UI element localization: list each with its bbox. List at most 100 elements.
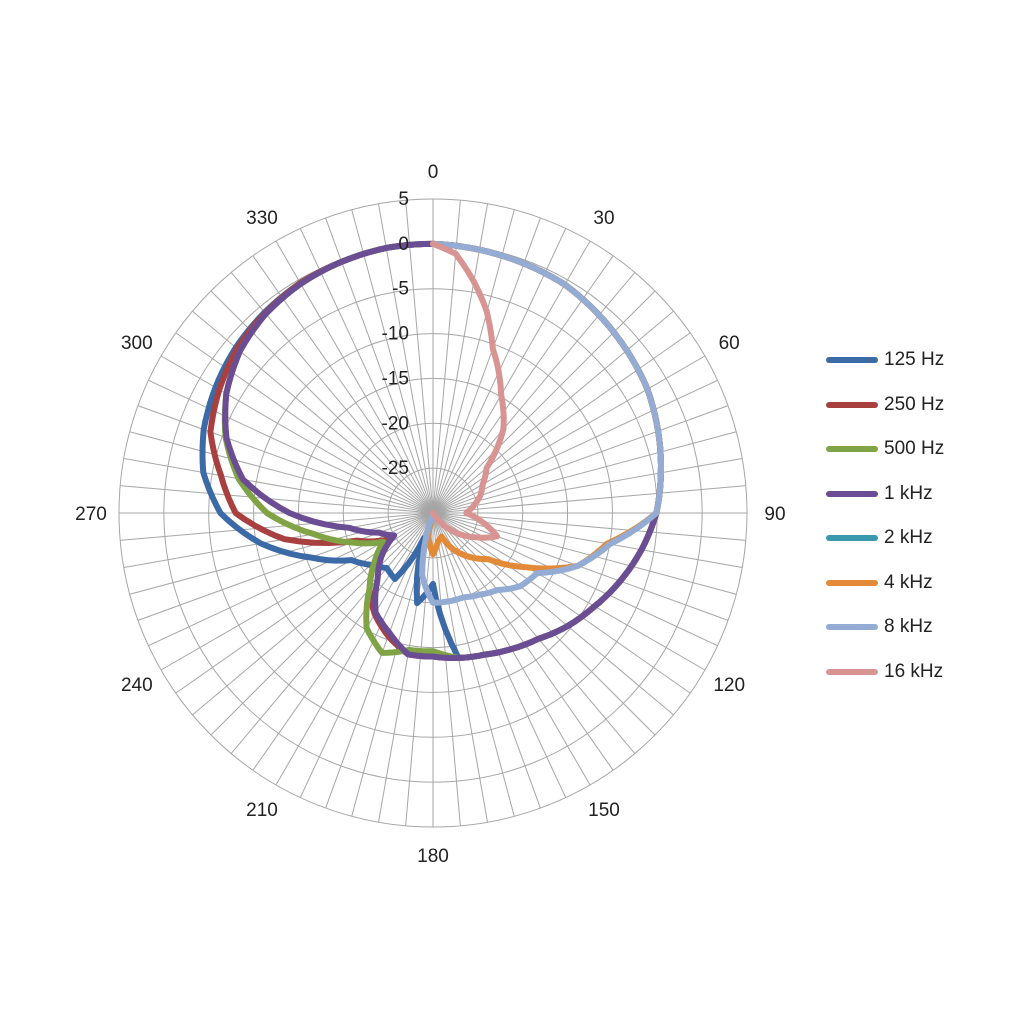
spoke-gridline <box>432 512 746 541</box>
angle-tick-label: 210 <box>246 800 278 821</box>
angle-tick-label: 180 <box>417 846 449 867</box>
spoke-gridline <box>120 485 434 514</box>
legend-label: 500 Hz <box>884 438 945 460</box>
spoke-gridline <box>432 217 541 514</box>
angle-tick-label: 300 <box>121 333 153 354</box>
legend-label: 8 kHz <box>884 616 933 638</box>
spoke-gridline <box>432 272 636 514</box>
spoke-gridline <box>230 512 434 754</box>
spoke-gridline <box>192 512 434 716</box>
spoke-gridline <box>432 512 656 736</box>
angle-tick-label: 120 <box>713 675 745 696</box>
radial-tick-label: -10 <box>382 324 409 345</box>
spoke-gridline <box>175 332 434 514</box>
series-lines <box>199 240 664 661</box>
spoke-gridline <box>325 512 434 809</box>
legend-swatch <box>826 490 878 497</box>
spoke-gridline <box>432 485 746 514</box>
spoke-gridline <box>432 512 718 647</box>
spoke-gridline <box>432 512 461 826</box>
legend-label: 2 kHz <box>884 527 933 549</box>
spoke-gridline <box>299 228 434 514</box>
axis-labels: 50-5-10-15-20-25030609012015018021024027… <box>75 162 785 867</box>
spoke-gridline <box>275 512 434 786</box>
spoke-gridline <box>432 290 656 514</box>
series-line-1-khz <box>222 240 664 661</box>
legend-swatch <box>826 357 878 364</box>
series-line-16-khz <box>430 240 507 541</box>
legend-item: 500 Hz <box>826 427 944 472</box>
spoke-gridline <box>160 355 434 514</box>
legend-swatch <box>826 535 878 542</box>
legend-label: 4 kHz <box>884 571 933 593</box>
spoke-gridline <box>252 512 434 771</box>
legend-label: 250 Hz <box>884 393 945 415</box>
radial-tick-label: -5 <box>392 279 409 300</box>
spoke-gridline <box>120 512 434 541</box>
spoke-gridline <box>210 512 434 736</box>
legend-item: 125 Hz <box>826 338 944 383</box>
polar-grid <box>118 198 748 828</box>
angle-tick-label: 330 <box>246 208 278 229</box>
series-line-4-khz <box>425 240 664 572</box>
spoke-gridline <box>432 332 691 514</box>
radial-tick-label: -15 <box>382 368 409 389</box>
legend-swatch <box>826 624 878 631</box>
legend-item: 8 kHz <box>826 605 944 650</box>
spoke-gridline <box>351 209 434 514</box>
spoke-gridline <box>432 512 737 595</box>
spoke-gridline <box>432 431 737 514</box>
spoke-gridline <box>432 209 515 514</box>
legend-item: 2 kHz <box>826 516 944 561</box>
series-line-8-khz <box>419 240 664 606</box>
spoke-gridline <box>123 512 434 569</box>
ring-gridline <box>253 333 613 693</box>
spoke-gridline <box>192 310 434 514</box>
spoke-gridline <box>405 200 434 514</box>
radial-tick-label: -20 <box>382 413 409 434</box>
spoke-gridline <box>148 379 434 514</box>
legend-item: 4 kHz <box>826 561 944 606</box>
spoke-gridline <box>432 512 489 823</box>
legend-swatch <box>826 401 878 408</box>
ring-gridline <box>118 198 748 828</box>
legend-swatch <box>826 668 878 675</box>
spoke-gridline <box>137 405 434 514</box>
legend-item: 1 kHz <box>826 472 944 517</box>
spoke-gridline <box>432 512 674 716</box>
legend: 125 Hz 250 Hz 500 Hz 1 kHz 2 kHz 4 kHz 8 kHz 16… <box>826 338 944 694</box>
ring-gridline <box>387 467 479 559</box>
legend-swatch <box>826 579 878 586</box>
spoke-gridline <box>377 203 434 514</box>
legend-swatch <box>826 446 878 453</box>
spoke-gridline <box>432 512 541 809</box>
spoke-gridline <box>432 457 743 514</box>
angle-tick-label: 60 <box>719 333 740 354</box>
angle-tick-label: 150 <box>588 800 620 821</box>
legend-item: 250 Hz <box>826 383 944 428</box>
spoke-gridline <box>405 512 434 826</box>
spoke-gridline <box>432 203 489 514</box>
radial-tick-label: 0 <box>398 234 409 255</box>
spoke-gridline <box>432 512 567 798</box>
spoke-gridline <box>432 512 515 817</box>
angle-tick-label: 30 <box>593 208 614 229</box>
radial-tick-label: -25 <box>382 458 409 479</box>
legend-label: 125 Hz <box>884 349 945 371</box>
spoke-gridline <box>432 355 706 514</box>
spoke-gridline <box>129 431 434 514</box>
angle-tick-label: 90 <box>764 504 785 525</box>
legend-label: 1 kHz <box>884 482 933 504</box>
angle-tick-label: 0 <box>428 162 439 183</box>
angle-tick-label: 240 <box>121 675 153 696</box>
spoke-gridline <box>432 379 718 514</box>
spoke-gridline <box>325 217 434 514</box>
spoke-gridline <box>432 310 674 514</box>
legend-label: 16 kHz <box>884 660 944 682</box>
spoke-gridline <box>123 457 434 514</box>
spoke-gridline <box>137 512 434 621</box>
radial-tick-label: 5 <box>398 189 409 210</box>
ring-gridline <box>297 377 569 649</box>
angle-tick-label: 270 <box>75 504 107 525</box>
